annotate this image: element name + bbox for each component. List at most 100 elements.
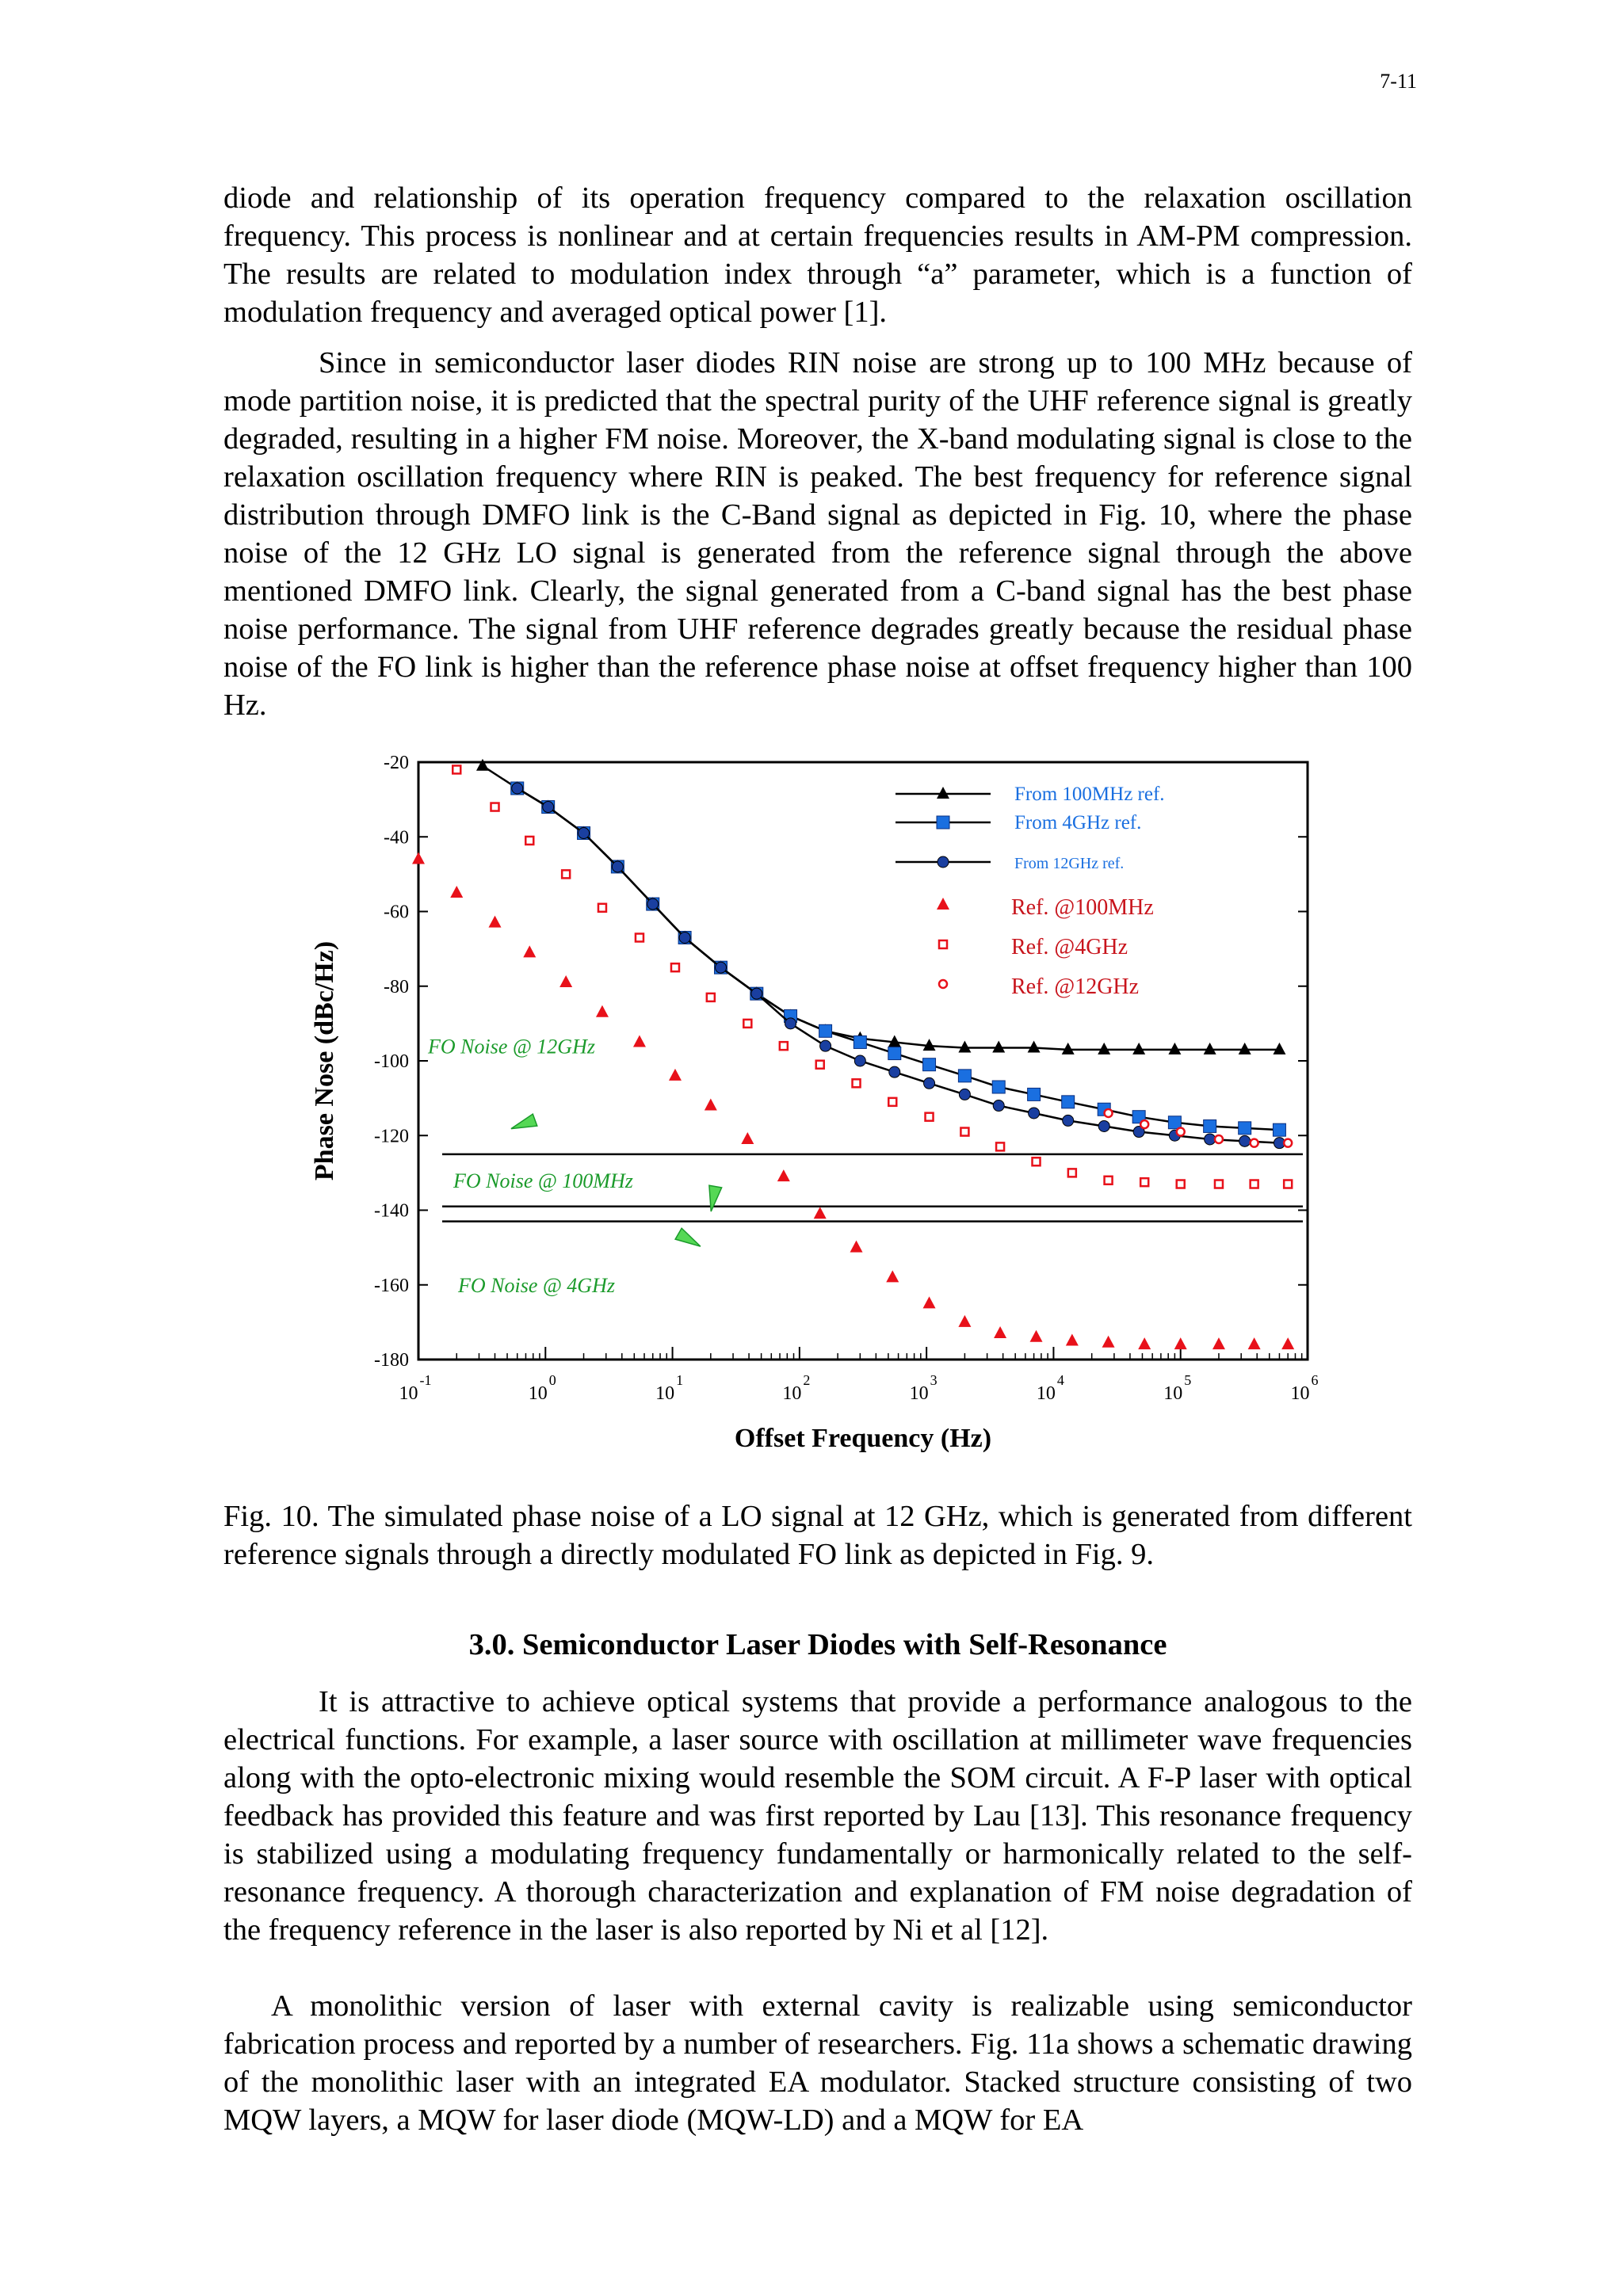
- x-tick-label: 100: [529, 1372, 556, 1404]
- data-point: [1027, 1040, 1041, 1053]
- data-point: [1028, 1107, 1041, 1119]
- data-point: [1212, 1337, 1225, 1350]
- data-point: [1029, 1329, 1043, 1342]
- fo-noise-arrow-icon: [708, 1184, 723, 1212]
- data-point: [1249, 1179, 1259, 1189]
- legend-marker: [938, 978, 949, 990]
- y-tick-label: -160: [374, 1276, 409, 1296]
- data-point: [924, 1112, 934, 1122]
- data-point: [922, 1058, 937, 1072]
- data-point: [888, 1066, 901, 1078]
- paragraph-4: A monolithic version of laser with exter…: [223, 1989, 1412, 2137]
- x-tick-label: 104: [1037, 1372, 1064, 1404]
- data-point: [1238, 1042, 1251, 1055]
- data-point: [525, 835, 535, 846]
- data-point: [922, 1296, 936, 1309]
- data-point: [888, 1035, 901, 1047]
- data-point: [1132, 1126, 1145, 1138]
- x-tick-label: 10-1: [399, 1372, 432, 1404]
- y-tick-label: -120: [374, 1126, 409, 1146]
- data-point: [1168, 1042, 1182, 1055]
- legend-marker: [938, 939, 949, 950]
- data-point: [1098, 1119, 1110, 1132]
- y-axis-label: Phase Nose (dBc/Hz): [310, 941, 339, 1180]
- fo-noise-arrow-icon: [510, 1112, 538, 1130]
- legend-entry-label: From 4GHz ref.: [1014, 812, 1141, 833]
- data-point: [1138, 1337, 1151, 1350]
- data-point: [958, 1314, 972, 1327]
- data-point: [1065, 1333, 1079, 1346]
- section-heading: 3.0. Semiconductor Laser Diodes with Sel…: [468, 1628, 1167, 1661]
- legend-entry-label: Ref. @12GHz: [1011, 974, 1139, 999]
- y-tick-label: -60: [384, 902, 409, 923]
- data-point: [815, 1059, 825, 1070]
- data-point: [960, 1127, 970, 1137]
- data-point: [957, 1069, 972, 1083]
- data-point: [813, 1207, 827, 1219]
- data-point: [886, 1270, 899, 1283]
- series-line: [517, 787, 1280, 1131]
- data-point: [991, 1080, 1006, 1094]
- series-2: [511, 782, 1285, 1150]
- legend-entry-label: From 100MHz ref.: [1014, 784, 1165, 805]
- x-axis-label: Offset Frequency (Hz): [735, 1424, 991, 1453]
- paragraph-3: It is attractive to achieve optical syst…: [223, 1685, 1412, 1947]
- data-point: [750, 987, 763, 1000]
- series-line: [517, 787, 1280, 1144]
- data-point: [632, 1035, 646, 1047]
- data-point: [678, 931, 691, 944]
- data-point: [922, 1039, 936, 1051]
- data-point: [819, 1024, 833, 1038]
- data-point: [511, 782, 524, 795]
- data-point: [452, 765, 462, 775]
- data-point: [888, 1047, 902, 1061]
- data-point: [1067, 1168, 1078, 1178]
- data-point: [475, 758, 489, 771]
- data-point: [412, 852, 425, 864]
- data-point: [1282, 1138, 1293, 1148]
- series-1: [510, 781, 1286, 1137]
- data-point: [958, 1040, 972, 1053]
- data-point: [992, 1100, 1005, 1112]
- y-tick-label: -100: [374, 1051, 409, 1072]
- y-tick-label: -180: [374, 1350, 409, 1371]
- legend-marker: [936, 815, 950, 830]
- data-point: [668, 1068, 682, 1081]
- data-point: [741, 1131, 754, 1144]
- legend-marker: [937, 856, 949, 868]
- data-point: [850, 1240, 863, 1253]
- data-point: [488, 915, 502, 928]
- data-point: [595, 1005, 609, 1017]
- y-tick-label: -80: [384, 977, 409, 997]
- data-point: [1175, 1127, 1186, 1137]
- legend-entry-label: From 12GHz ref.: [1014, 855, 1124, 872]
- data-point: [777, 1169, 790, 1182]
- data-point: [1282, 1179, 1293, 1189]
- data-point: [992, 1040, 1006, 1053]
- data-point: [1203, 1042, 1216, 1055]
- data-point: [1139, 1119, 1150, 1130]
- paragraph-2: Since in semiconductor laser diodes RIN …: [223, 346, 1412, 722]
- fo-noise-label: FO Noise @ 100MHz: [453, 1169, 633, 1192]
- data-point: [634, 933, 645, 943]
- legend-entry-label: Ref. @100MHz: [1011, 895, 1154, 920]
- data-point: [1239, 1135, 1251, 1147]
- data-point: [854, 1055, 866, 1067]
- fo-noise-arrow-icon: [674, 1227, 701, 1247]
- figure-caption: Fig. 10. The simulated phase noise of a …: [223, 1500, 1412, 1571]
- legend-marker: [937, 787, 949, 799]
- data-point: [1061, 1095, 1075, 1109]
- data-point: [647, 898, 659, 910]
- x-tick-label: 102: [782, 1372, 810, 1404]
- data-point: [1174, 1337, 1187, 1350]
- data-point: [1102, 1335, 1115, 1348]
- x-tick-label: 101: [655, 1372, 683, 1404]
- data-point: [560, 869, 571, 879]
- data-point: [1103, 1108, 1113, 1119]
- data-point: [994, 1326, 1007, 1339]
- legend-entry-label: Ref. @4GHz: [1011, 935, 1128, 959]
- figure-10: -20 -40 -60 -80 -100 -120 -140 -160 -180 10-1 100 1…: [285, 753, 1331, 1482]
- data-point: [559, 975, 573, 988]
- y-tick-label: -140: [374, 1201, 409, 1222]
